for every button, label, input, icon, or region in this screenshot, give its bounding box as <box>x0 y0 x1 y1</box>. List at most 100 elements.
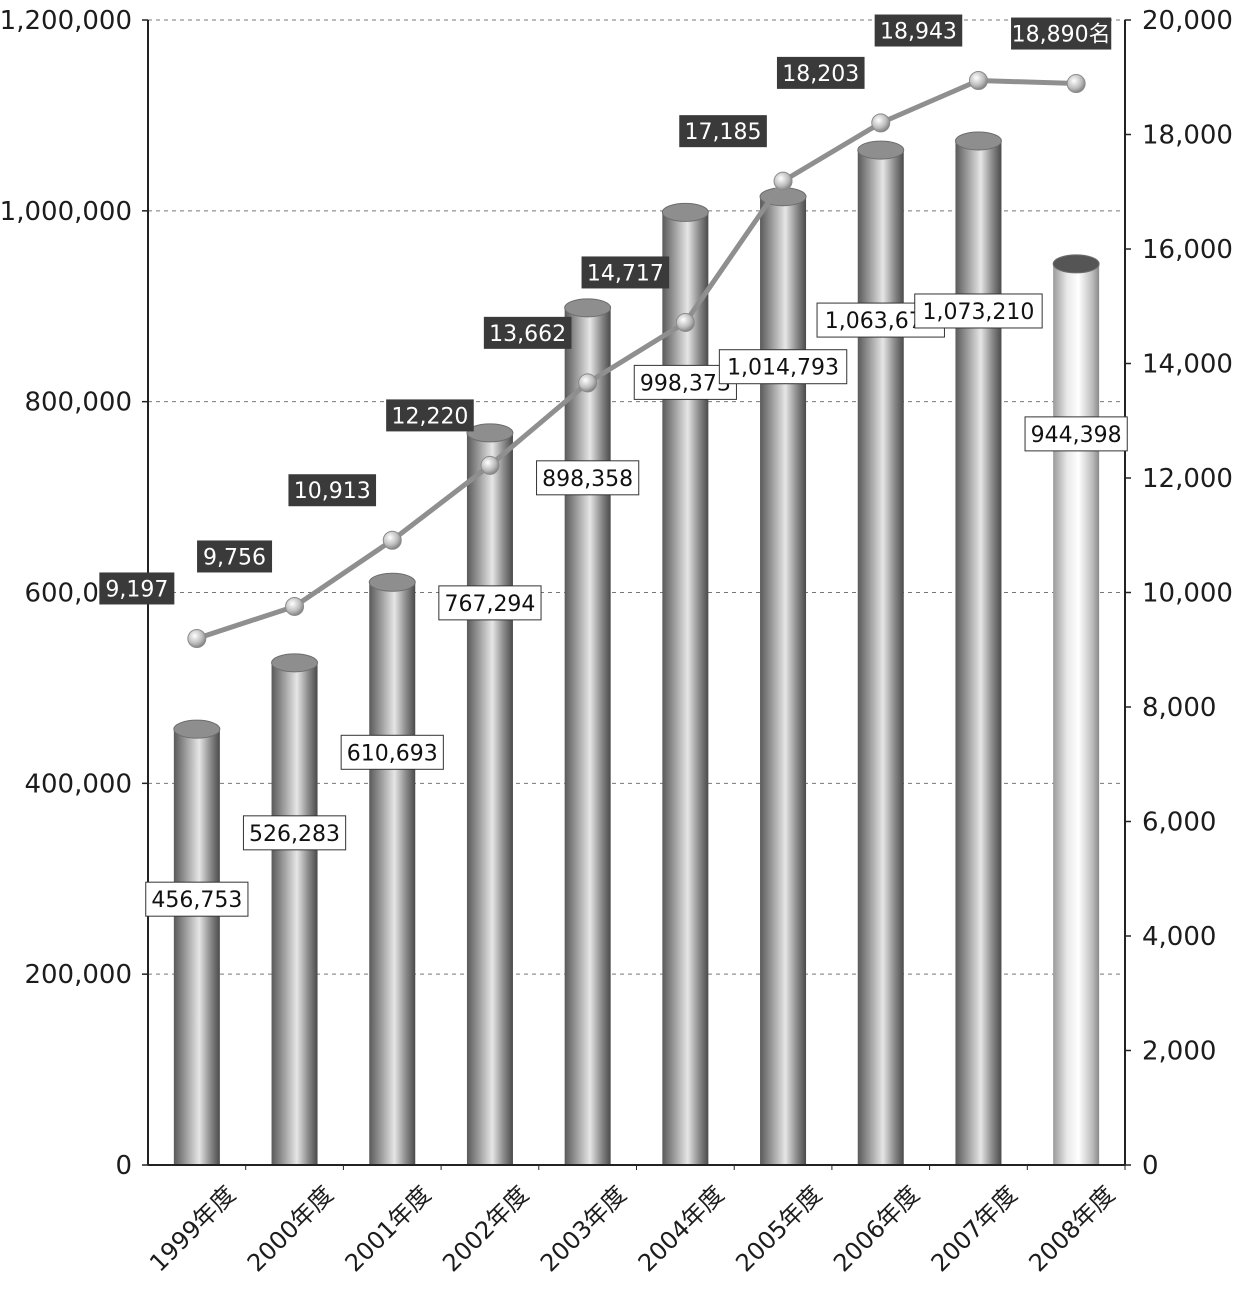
bar-top <box>857 140 905 160</box>
line-value-text: 10,913 <box>294 479 371 504</box>
x-tick-label: 1999年度 <box>144 1180 241 1277</box>
bar-value-text: 898,358 <box>542 467 633 492</box>
line-series <box>187 71 1086 648</box>
line-marker <box>480 455 500 475</box>
y-left-tick-label: 200,000 <box>24 960 132 990</box>
line-value-label: 17,185 <box>679 115 767 148</box>
bar-value-box <box>438 585 542 621</box>
bar-value-label: 1,014,793 <box>718 349 848 385</box>
line-marker <box>1066 74 1086 94</box>
y-right-tick-label: 16,000 <box>1142 235 1233 265</box>
bar-top <box>368 572 416 592</box>
bar-top <box>661 202 709 222</box>
line-value-text: 18,203 <box>782 62 859 87</box>
x-tick-label: 2006年度 <box>828 1180 925 1277</box>
bar-body <box>369 582 416 1165</box>
bar <box>661 202 709 1166</box>
line-value-text: 12,220 <box>391 404 468 429</box>
bar-body <box>466 432 513 1165</box>
bar-value-box <box>340 734 444 770</box>
bar-value-box <box>145 881 249 917</box>
bar-value-label: 767,294 <box>438 585 542 621</box>
line-marker <box>382 530 402 550</box>
bar-top <box>1052 254 1100 274</box>
line-marker <box>285 596 305 616</box>
bar-value-box <box>536 460 640 496</box>
line-path <box>196 78 1077 641</box>
bar <box>564 298 612 1165</box>
line-marker <box>675 312 695 332</box>
line-value-box <box>483 316 572 349</box>
line-value-text: 9,756 <box>203 545 266 570</box>
x-tick-label: 2005年度 <box>730 1180 827 1277</box>
bar-body <box>662 212 709 1166</box>
line-value-label: 13,662 <box>483 316 572 349</box>
bar-value-box <box>242 815 347 851</box>
y-right-tick-label: 14,000 <box>1142 350 1233 380</box>
bar-body <box>173 729 220 1165</box>
line-marker <box>773 171 793 191</box>
line-value-box <box>99 572 175 605</box>
bar-value-label: 610,693 <box>340 734 444 770</box>
x-tick-label: 2000年度 <box>242 1180 339 1277</box>
bar-body <box>1053 263 1100 1165</box>
bar <box>759 187 807 1165</box>
line-value-label: 18,890名 <box>1011 17 1112 50</box>
line-value-label: 14,717 <box>581 256 670 289</box>
line-value-text: 18,943 <box>880 20 957 45</box>
line-value-text: 14,717 <box>587 261 664 286</box>
x-tick-label: 2008年度 <box>1023 1180 1120 1277</box>
line-value-label: 9,756 <box>197 540 273 573</box>
line-marker <box>187 628 207 648</box>
y-left-tick-label: 1,200,000 <box>0 6 132 36</box>
bar-body <box>271 662 318 1165</box>
y-right-tick-label: 6,000 <box>1142 808 1216 838</box>
bar-body <box>760 196 807 1165</box>
bar-value-text: 610,693 <box>347 741 438 766</box>
bar <box>368 572 416 1165</box>
bar-value-box <box>1024 416 1128 452</box>
line-value-text: 13,662 <box>489 322 566 347</box>
line-marker <box>871 113 891 133</box>
bar <box>1052 254 1100 1165</box>
line-value-text: 18,890名 <box>1012 23 1111 48</box>
line-value-box <box>1011 17 1112 50</box>
line-value-label: 9,197 <box>99 572 175 605</box>
y-left-tick-label: 0 <box>115 1151 132 1181</box>
bar-value-label: 898,358 <box>536 460 640 496</box>
bar-value-text: 1,014,793 <box>727 356 839 381</box>
line-value-box <box>288 474 377 507</box>
line-value-label: 18,203 <box>776 56 865 89</box>
line-value-label: 12,220 <box>386 399 474 432</box>
bar-top <box>564 298 612 318</box>
bar <box>857 140 905 1165</box>
bar-top <box>271 653 319 673</box>
line-value-text: 9,197 <box>105 577 168 602</box>
bar <box>173 719 221 1165</box>
y-left-tick-label: 1,000,000 <box>0 197 132 227</box>
bar-top <box>954 131 1002 151</box>
bar <box>954 131 1002 1166</box>
x-tick-label: 2003年度 <box>535 1180 632 1277</box>
y-right-tick-label: 20,000 <box>1142 6 1233 36</box>
bar-top <box>466 423 514 443</box>
x-tick-label: 2007年度 <box>926 1180 1023 1277</box>
bar-value-label: 526,283 <box>242 815 347 851</box>
y-right-tick-label: 12,000 <box>1142 464 1233 494</box>
bar-value-text: 526,283 <box>249 822 340 847</box>
line-marker <box>578 373 598 393</box>
bar-value-text: 998,373 <box>640 371 731 396</box>
bar-value-text: 767,294 <box>444 592 535 617</box>
line-marker <box>968 71 988 91</box>
line-value-label: 10,913 <box>288 474 377 507</box>
y-right-tick-label: 2,000 <box>1142 1037 1216 1067</box>
bar-top <box>173 719 221 739</box>
bar-series <box>173 131 1100 1166</box>
bar-body <box>857 150 904 1165</box>
y-right-tick-label: 8,000 <box>1142 693 1216 723</box>
bar-value-text: 1,073,210 <box>922 300 1034 325</box>
bar-body <box>564 307 611 1165</box>
line-value-box <box>197 540 273 573</box>
